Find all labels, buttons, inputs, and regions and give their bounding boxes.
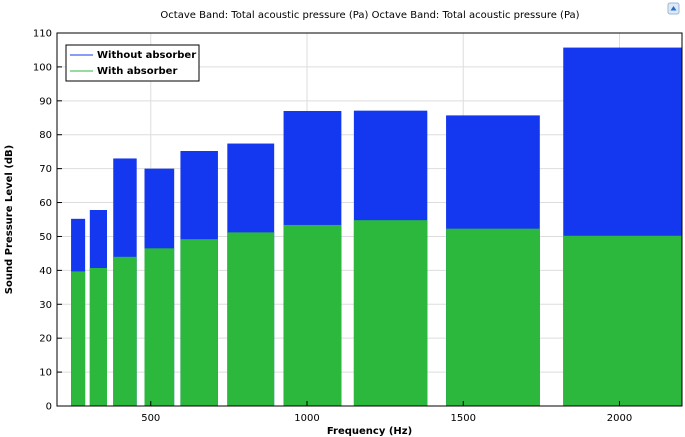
y-tick-label: 20 [39, 334, 52, 345]
y-tick-label: 100 [33, 62, 52, 73]
legend: Without absorber With absorber [65, 44, 200, 82]
legend-box [65, 44, 200, 82]
x-tick-label: 2000 [607, 413, 632, 424]
y-tick-label: 70 [39, 164, 52, 175]
plot-frame [56, 32, 683, 407]
y-tick-label: 40 [39, 266, 52, 277]
y-axis: 0 10 20 30 40 50 60 70 80 90 100 110 [33, 29, 62, 413]
bar-with-absorber [113, 256, 137, 406]
bar-with-absorber [446, 228, 540, 406]
chart-title: Octave Band: Total acoustic pressure (Pa… [160, 10, 579, 21]
y-tick-label: 30 [39, 300, 52, 311]
bar-with-absorber [144, 248, 175, 406]
palette-icon [670, 6, 677, 11]
y-tick-label: 0 [46, 402, 52, 413]
bar-with-absorber [227, 232, 275, 406]
bar-with-absorber [71, 271, 86, 406]
x-tick-label: 500 [141, 413, 160, 424]
y-tick-label: 90 [39, 96, 52, 107]
bar-with-absorber [353, 220, 428, 406]
x-tick-label: 1500 [451, 413, 476, 424]
y-tick-label: 110 [33, 29, 52, 40]
bar-with-absorber [563, 235, 682, 406]
y-tick-label: 50 [39, 232, 52, 243]
toolbar-button[interactable] [667, 2, 680, 15]
legend-label-with-absorber: With absorber [97, 66, 177, 77]
y-tick-label: 80 [39, 130, 52, 141]
bars [71, 47, 682, 407]
y-axis-label: Sound Pressure Level (dB) [4, 145, 15, 295]
x-axis: 500 1000 1500 2000 [141, 401, 632, 424]
y-tick-label: 60 [39, 198, 52, 209]
x-axis-label: Frequency (Hz) [327, 426, 412, 437]
x-tick-label: 1000 [294, 413, 319, 424]
legend-label-without-absorber: Without absorber [97, 50, 196, 61]
y-tick-label: 10 [39, 368, 52, 379]
bar-with-absorber [89, 267, 107, 406]
bar-with-absorber [180, 239, 218, 406]
bar-with-absorber [283, 224, 342, 406]
